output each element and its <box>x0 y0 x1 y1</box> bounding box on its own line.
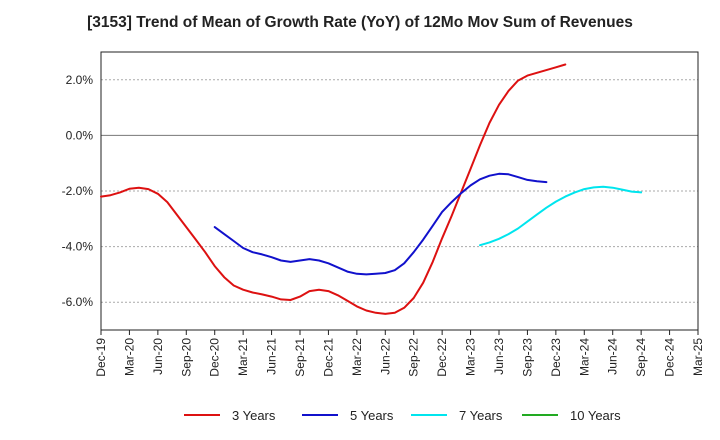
x-tick-label: Mar-22 <box>350 338 364 376</box>
x-tick-label: Dec-22 <box>435 338 449 377</box>
series-line <box>100 63 567 315</box>
x-tick-label: Mar-20 <box>122 338 136 376</box>
x-tick-label: Sep-23 <box>520 338 534 377</box>
x-tick-label: Sep-22 <box>407 338 421 377</box>
legend-swatch <box>411 414 447 416</box>
x-tick-label: Sep-21 <box>293 338 307 377</box>
chart-legend: 3 Years 5 Years 7 Years 10 Years <box>0 404 720 426</box>
x-tick-label: Sep-24 <box>634 338 648 377</box>
x-tick-label: Mar-21 <box>236 338 250 376</box>
y-tick-label: 0.0% <box>66 128 94 142</box>
y-tick-label: -4.0% <box>62 240 94 254</box>
x-tick-label: Mar-25 <box>691 338 705 376</box>
legend-swatch <box>302 414 338 416</box>
x-tick-label: Dec-20 <box>208 338 222 377</box>
legend-label: 3 Years <box>232 407 276 423</box>
y-tick-label: 2.0% <box>66 73 94 87</box>
x-tick-label: Mar-23 <box>464 338 478 376</box>
legend-item: 7 Years <box>411 404 502 426</box>
legend-label: 10 Years <box>570 407 621 423</box>
x-tick-label: Dec-24 <box>663 338 677 377</box>
x-tick-label: Jun-24 <box>606 338 620 375</box>
x-tick-label: Jun-21 <box>265 338 279 375</box>
x-tick-label: Jun-22 <box>378 338 392 375</box>
x-tick-label: Dec-23 <box>549 338 563 377</box>
legend-item: 5 Years <box>302 404 393 426</box>
series-line <box>479 185 643 247</box>
chart-title: [3153] Trend of Mean of Growth Rate (YoY… <box>87 14 633 31</box>
y-tick-label: -2.0% <box>62 184 94 198</box>
series-line <box>213 172 548 276</box>
x-tick-label: Sep-20 <box>179 338 193 377</box>
x-tick-label: Jun-23 <box>492 338 506 375</box>
y-tick-label: -6.0% <box>62 295 94 309</box>
legend-swatch <box>522 414 558 416</box>
legend-item: 10 Years <box>522 404 621 426</box>
plot-frame <box>100 51 699 331</box>
x-tick-label: Mar-24 <box>577 338 591 376</box>
x-tick-label: Dec-19 <box>94 338 108 377</box>
x-tick-label: Dec-21 <box>321 338 335 377</box>
legend-label: 7 Years <box>459 407 503 423</box>
x-tick-label: Jun-20 <box>151 338 165 375</box>
legend-label: 5 Years <box>350 407 394 423</box>
legend-item: 3 Years <box>184 404 275 426</box>
legend-swatch <box>184 414 220 416</box>
